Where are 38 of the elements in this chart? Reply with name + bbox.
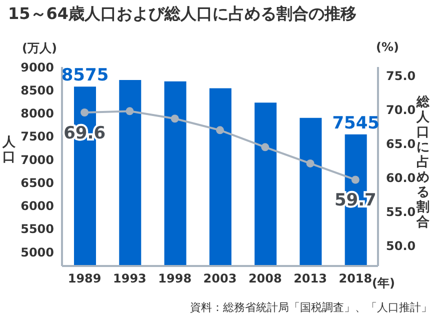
data-label: 7545 [332, 113, 380, 134]
y-tick-label: 8000 [20, 106, 54, 121]
y-tick-label: 5500 [20, 222, 54, 236]
y-tick-label: 7000 [20, 152, 54, 167]
x-tick-label: 1998 [158, 272, 192, 286]
y2-tick-label: 75.0 [386, 69, 416, 84]
point [351, 176, 360, 184]
text: (年) [372, 275, 395, 292]
y-tick-label: 6500 [20, 176, 54, 190]
chart-title: 15～64歳人口および総人口に占める割合の推移 [8, 4, 357, 25]
x-tick-label: 2013 [294, 272, 327, 286]
y2-tick-label: 55.0 [386, 204, 416, 219]
x-tick-label: 1989 [68, 272, 102, 286]
y-tick-label: 6000 [20, 199, 54, 214]
y2-tick-label: 70.0 [386, 103, 416, 118]
y-tick-label: 8500 [20, 83, 54, 98]
point [216, 126, 224, 134]
y2-tick-label: 60.0 [386, 170, 416, 185]
y-axis-title: 人口 [2, 135, 16, 165]
text: (万人) [22, 40, 57, 57]
x-tick-label: 2018 [338, 272, 372, 286]
y-tick-label: 9000 [20, 60, 54, 74]
point [170, 114, 179, 123]
text: 資料：総務省統計局「国税調査」、「人口推計」 [190, 300, 432, 315]
text: 総人口に占める割合 [416, 95, 430, 230]
point [80, 108, 89, 117]
data-label: 8575 [61, 66, 109, 86]
x-tick-label: 2003 [203, 272, 237, 286]
text: (%) [376, 40, 399, 54]
point [126, 107, 134, 116]
point [306, 159, 314, 168]
x-tick-label: 1993 [113, 272, 146, 286]
x-tick-label: 2008 [248, 272, 282, 286]
y-tick-label: 5000 [20, 245, 54, 260]
y2-tick-label: 50.0 [386, 238, 416, 253]
y-tick-label: 7500 [20, 130, 54, 144]
y2-tick-label: 65.0 [386, 137, 416, 152]
point [261, 143, 270, 152]
